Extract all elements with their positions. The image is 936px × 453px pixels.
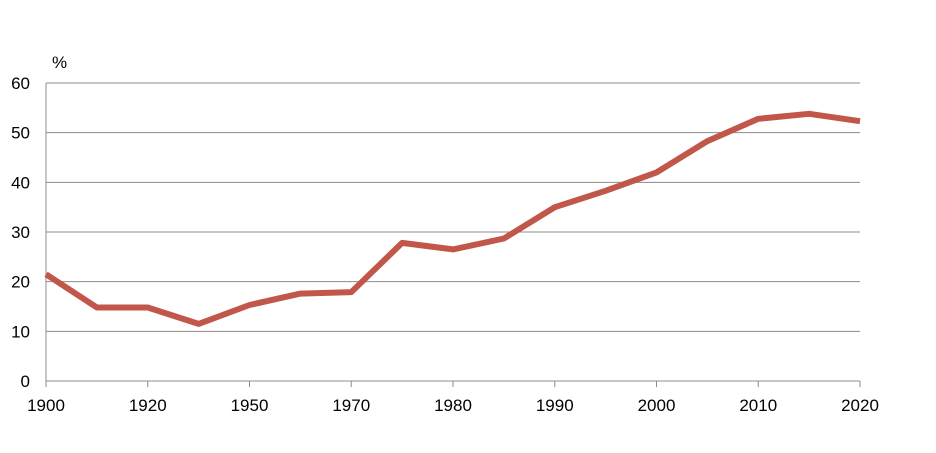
data-point (450, 246, 456, 252)
y-tick-labels: 0 10 20 30 40 50 60 (11, 74, 30, 391)
y-tick-label: 10 (11, 322, 30, 341)
data-point (755, 116, 761, 122)
series-line (44, 110, 861, 327)
x-tick-label: 1980 (434, 396, 472, 415)
data-point (501, 235, 507, 241)
data-point (603, 188, 609, 194)
y-tick-label: 60 (11, 74, 30, 93)
x-tick-label: 2020 (841, 396, 879, 415)
data-point (196, 321, 202, 327)
x-tick-label: 1900 (27, 396, 65, 415)
x-tick-label: 2010 (739, 396, 777, 415)
y-tick-label: 40 (11, 173, 30, 192)
x-tick-label: 1920 (129, 396, 167, 415)
data-point (348, 289, 354, 295)
y-tick-label: 20 (11, 273, 30, 292)
data-point (399, 240, 405, 246)
x-tick-label: 2000 (638, 396, 676, 415)
data-point (552, 204, 558, 210)
data-point (43, 271, 49, 277)
data-point (94, 304, 100, 310)
data-point (857, 118, 863, 124)
y-unit-label: % (52, 53, 67, 72)
y-tick-label: 0 (21, 372, 30, 391)
data-point (654, 169, 660, 175)
y-tick-label: 50 (11, 124, 30, 143)
data-point (297, 291, 303, 297)
gridlines (46, 82, 860, 332)
y-tick-label: 30 (11, 223, 30, 242)
data-point (145, 304, 151, 310)
x-tick-label: 1990 (536, 396, 574, 415)
x-tick-label: 1950 (231, 396, 269, 415)
data-point (806, 111, 812, 117)
data-point (704, 138, 710, 144)
x-tick-labels: 1900 1920 1950 1970 1980 1990 2000 2010 2020 (27, 381, 879, 415)
x-tick-label: 1970 (332, 396, 370, 415)
data-point (247, 302, 253, 308)
series-layer (43, 110, 863, 327)
